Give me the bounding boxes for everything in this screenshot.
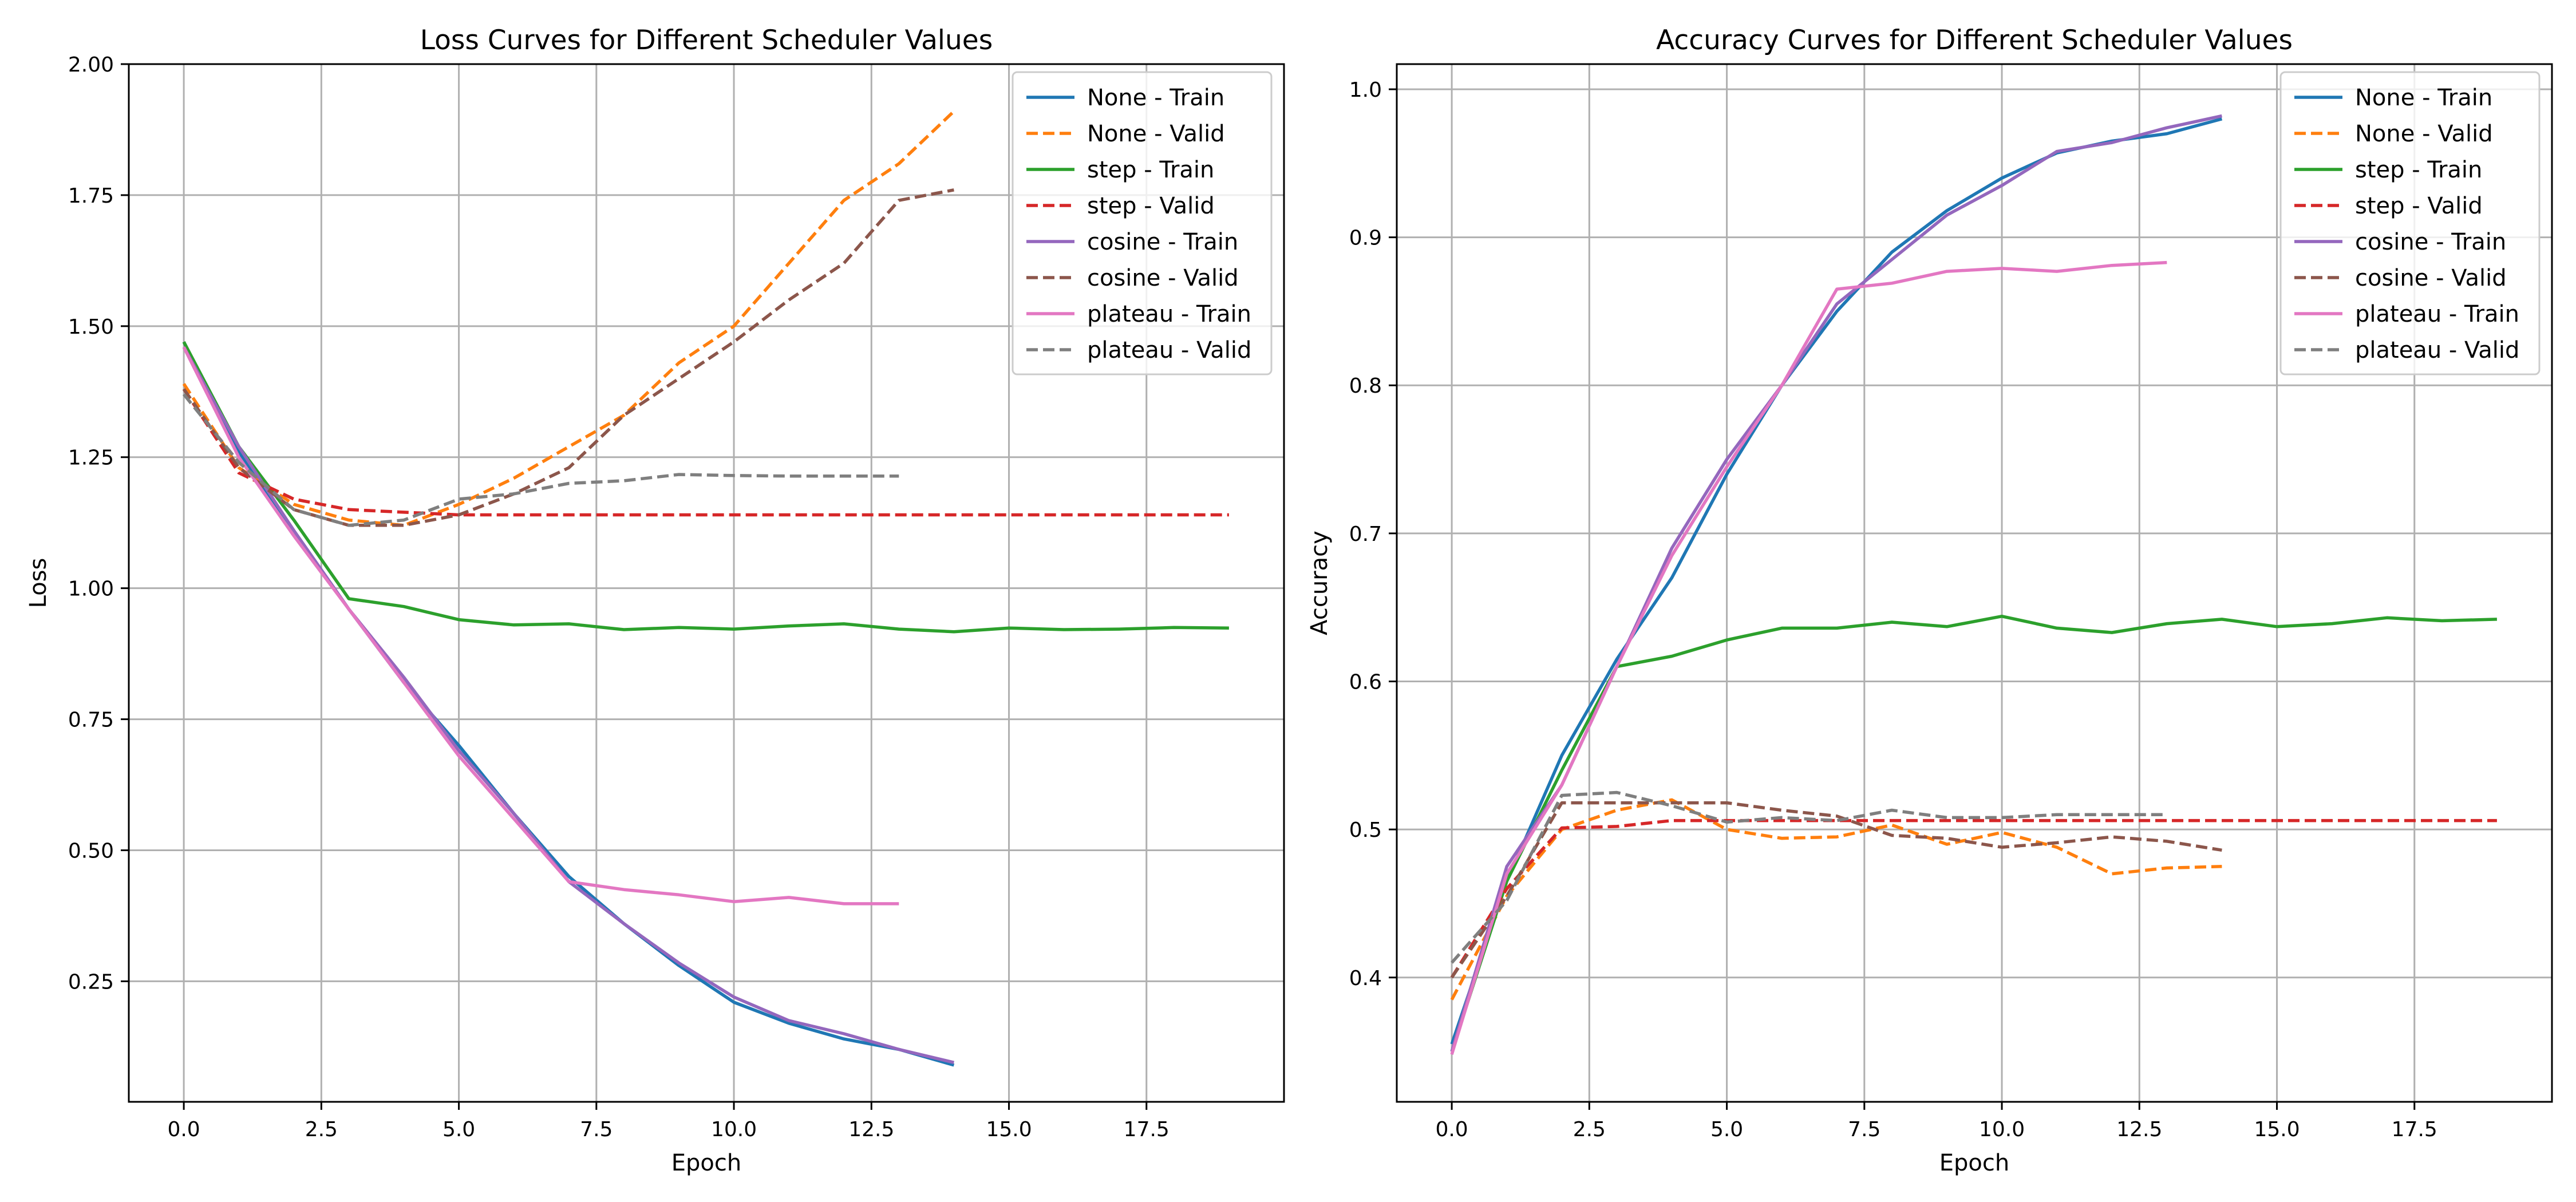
accuracy-x-tick-label: 15.0 [2254, 1118, 2300, 1141]
loss-legend-label: cosine - Valid [1087, 265, 1239, 291]
accuracy-axes-frame [1396, 63, 2553, 1103]
accuracy-series-line-plateau-train [1450, 260, 2167, 1055]
accuracy-series-line-none-valid [1450, 798, 2222, 1001]
loss-series-line-none-valid [182, 110, 955, 527]
accuracy-legend-label: plateau - Valid [2355, 337, 2519, 363]
loss-legend-label: cosine - Train [1087, 229, 1238, 255]
loss-y-tick-label: 1.75 [68, 184, 114, 208]
loss-y-tick-label: 1.25 [68, 446, 114, 470]
loss-series-line-plateau-valid [182, 393, 899, 527]
loss-x-tick-label: 7.5 [580, 1118, 613, 1141]
accuracy-series-line-step-train [1450, 614, 2497, 1052]
accuracy-legend-box [2279, 71, 2541, 375]
accuracy-x-tick-label: 17.5 [2392, 1118, 2437, 1141]
accuracy-legend-label: None - Train [2355, 85, 2492, 111]
accuracy-y-tick-label: 0.7 [1349, 523, 1382, 546]
loss-legend-label: plateau - Train [1087, 301, 1251, 327]
accuracy-legend: None - Train None - Valid step - Train step… [2279, 71, 2541, 375]
accuracy-chart-title: Accuracy Curves for Different Scheduler … [1656, 25, 2293, 56]
accuracy-y-tick-label: 0.5 [1349, 819, 1382, 842]
loss-legend-label: plateau - Valid [1087, 337, 1251, 363]
loss-y-tick-label: 0.75 [68, 709, 114, 732]
loss-y-tick-label: 0.50 [68, 839, 114, 863]
accuracy-x-tick-label: 7.5 [1848, 1118, 1880, 1141]
loss-series-line-step-valid [182, 388, 1229, 517]
accuracy-y-tick-label: 0.6 [1349, 670, 1382, 694]
accuracy-series-line-cosine-valid [1450, 801, 2222, 979]
accuracy-legend-label: None - Valid [2355, 121, 2493, 147]
accuracy-x-axis-label: Epoch [1939, 1150, 2009, 1176]
accuracy-chart: 0.0 2.5 5.0 7.5 10.0 12.5 15.0 17.5 0.4 0.5 0.6 0.7… [1306, 25, 2553, 1176]
loss-x-tick-label: 0.0 [167, 1118, 200, 1141]
loss-y-axis-label: Loss [25, 558, 52, 608]
accuracy-legend-label: step - Valid [2355, 193, 2483, 219]
accuracy-x-tick-label: 5.0 [1710, 1118, 1743, 1141]
accuracy-x-tick-label: 10.0 [1979, 1118, 2025, 1141]
loss-legend-label: None - Train [1087, 85, 1224, 111]
accuracy-y-tick-label: 0.8 [1349, 374, 1382, 398]
loss-chart-title: Loss Curves for Different Scheduler Valu… [420, 25, 993, 56]
loss-x-tick-label: 15.0 [986, 1118, 1032, 1141]
accuracy-y-tick-label: 0.4 [1349, 967, 1382, 990]
loss-x-axis-label: Epoch [671, 1150, 741, 1176]
accuracy-series-line-step-valid [1450, 819, 2497, 979]
accuracy-legend-label: cosine - Valid [2355, 265, 2507, 291]
loss-legend-label: step - Valid [1087, 193, 1215, 219]
loss-series-line-step-train [182, 341, 1229, 634]
accuracy-x-tick-label: 12.5 [2116, 1118, 2162, 1141]
loss-legend-label: step - Train [1087, 157, 1214, 183]
loss-y-tick-label: 1.50 [68, 315, 114, 339]
loss-x-tick-label: 5.0 [442, 1118, 475, 1141]
loss-x-tick-label: 12.5 [848, 1118, 894, 1141]
loss-series-line-cosine-valid [182, 188, 954, 527]
accuracy-legend-label: step - Train [2355, 157, 2482, 183]
accuracy-x-tick-label: 2.5 [1573, 1118, 1606, 1141]
accuracy-y-tick-label: 0.9 [1349, 227, 1382, 250]
loss-legend: None - Train None - Valid step - Train step… [1012, 71, 1273, 375]
accuracy-y-axis-label: Accuracy [1306, 531, 1333, 635]
accuracy-y-tick-label: 1.0 [1349, 78, 1382, 102]
loss-chart: 0.0 2.5 5.0 7.5 10.0 12.5 15.0 17.5 0.25 0.50 0.75… [25, 25, 1285, 1176]
loss-y-tick-label: 2.00 [68, 53, 114, 77]
loss-series-line-plateau-train [182, 346, 899, 906]
loss-x-tick-label: 10.0 [711, 1118, 757, 1141]
accuracy-legend-label: plateau - Train [2355, 301, 2519, 327]
loss-legend-label: None - Valid [1087, 121, 1225, 147]
loss-x-tick-label: 2.5 [305, 1118, 338, 1141]
loss-x-tick-label: 17.5 [1124, 1118, 1170, 1141]
loss-y-tick-label: 0.25 [68, 970, 114, 994]
accuracy-series-line-plateau-valid [1451, 790, 2167, 964]
loss-axes-frame [128, 63, 1285, 1103]
loss-y-tick-label: 1.00 [68, 578, 114, 601]
accuracy-legend-label: cosine - Train [2355, 229, 2506, 255]
accuracy-x-tick-label: 0.0 [1435, 1118, 1468, 1141]
loss-legend-box [1012, 71, 1273, 375]
